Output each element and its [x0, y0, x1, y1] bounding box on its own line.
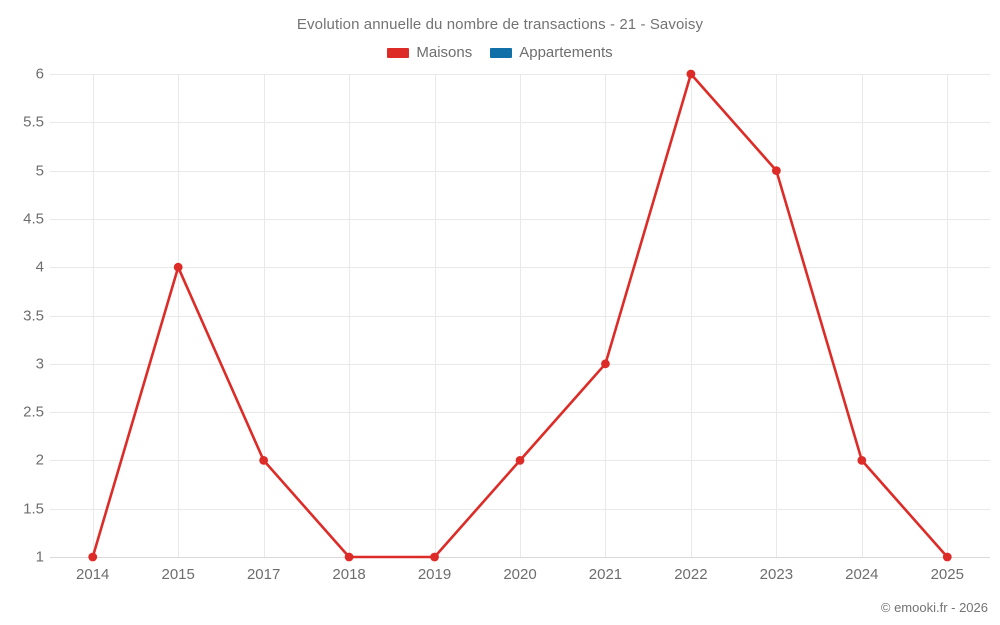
- data-point[interactable]: [515, 456, 525, 465]
- x-axis-tick-label: 2014: [76, 566, 110, 583]
- data-point[interactable]: [601, 359, 610, 369]
- y-axis-tick-label: 2.5: [23, 403, 44, 421]
- x-axis-tick-label: 2017: [246, 566, 281, 583]
- y-axis-tick-label: 4.5: [23, 210, 44, 228]
- x-axis-tick-label: 2021: [588, 566, 623, 583]
- gridline-vertical: [776, 74, 778, 557]
- data-point[interactable]: [686, 69, 696, 79]
- legend-swatch-maisons: [387, 47, 410, 58]
- data-point[interactable]: [259, 456, 269, 465]
- data-point[interactable]: [430, 552, 439, 562]
- data-point[interactable]: [771, 166, 781, 176]
- data-point[interactable]: [857, 456, 867, 465]
- x-axis-tick-label: 2025: [930, 566, 964, 583]
- data-point[interactable]: [88, 552, 98, 562]
- y-axis-tick-label: 3.5: [23, 307, 44, 324]
- x-axis-tick-label: 2020: [503, 566, 537, 583]
- y-axis-tick-label: 3: [35, 355, 44, 373]
- y-axis-tick-label: 5.5: [23, 113, 44, 131]
- y-axis-tick-label: 6: [35, 65, 44, 83]
- data-point[interactable]: [942, 552, 952, 562]
- data-point[interactable]: [344, 552, 354, 562]
- gridline-vertical: [178, 74, 180, 557]
- gridline-vertical: [690, 74, 692, 557]
- x-axis-tick-label: 2024: [845, 566, 879, 583]
- x-axis-line: [50, 557, 990, 558]
- legend-item-appartements[interactable]: Appartements: [490, 44, 613, 61]
- x-axis-tick-label: 2018: [332, 566, 366, 583]
- y-axis-tick-label: 4: [35, 258, 44, 276]
- gridline-vertical: [263, 74, 265, 557]
- x-axis-tick-label: 2022: [674, 566, 708, 583]
- chart-legend: Maisons Appartements: [0, 44, 1000, 61]
- legend-label-maisons: Maisons: [416, 44, 473, 61]
- x-axis-tick-label: 2015: [161, 566, 195, 583]
- legend-swatch-appartements: [490, 47, 513, 58]
- series-line-maisons: [91, 72, 949, 559]
- gridline-vertical: [520, 74, 521, 557]
- y-axis-tick-label: 5: [35, 162, 44, 180]
- chart-title: Evolution annuelle du nombre de transact…: [296, 16, 704, 33]
- gridline-vertical: [349, 74, 351, 557]
- y-axis-tick-label: 2: [35, 451, 44, 469]
- data-point[interactable]: [173, 262, 183, 272]
- gridline-vertical: [434, 74, 436, 557]
- y-axis-tick-label: 1: [35, 548, 44, 566]
- gridline-vertical: [605, 74, 607, 557]
- gridline-vertical: [861, 74, 863, 557]
- legend-label-appartements: Appartements: [519, 44, 613, 61]
- x-axis-tick-label: 2019: [417, 566, 452, 583]
- y-axis-tick-label: 1.5: [23, 500, 44, 518]
- gridline-vertical: [92, 74, 94, 557]
- x-axis-tick-label: 2023: [759, 566, 794, 583]
- gridline-vertical: [947, 74, 949, 557]
- legend-item-maisons[interactable]: Maisons: [387, 44, 472, 61]
- copyright-footer: © emooki.fr - 2026: [880, 600, 988, 615]
- y-axis-tick-labels: 1 1.5 2 2.5 3 3.5 4 4.5 5 5.5 6: [0, 66, 44, 566]
